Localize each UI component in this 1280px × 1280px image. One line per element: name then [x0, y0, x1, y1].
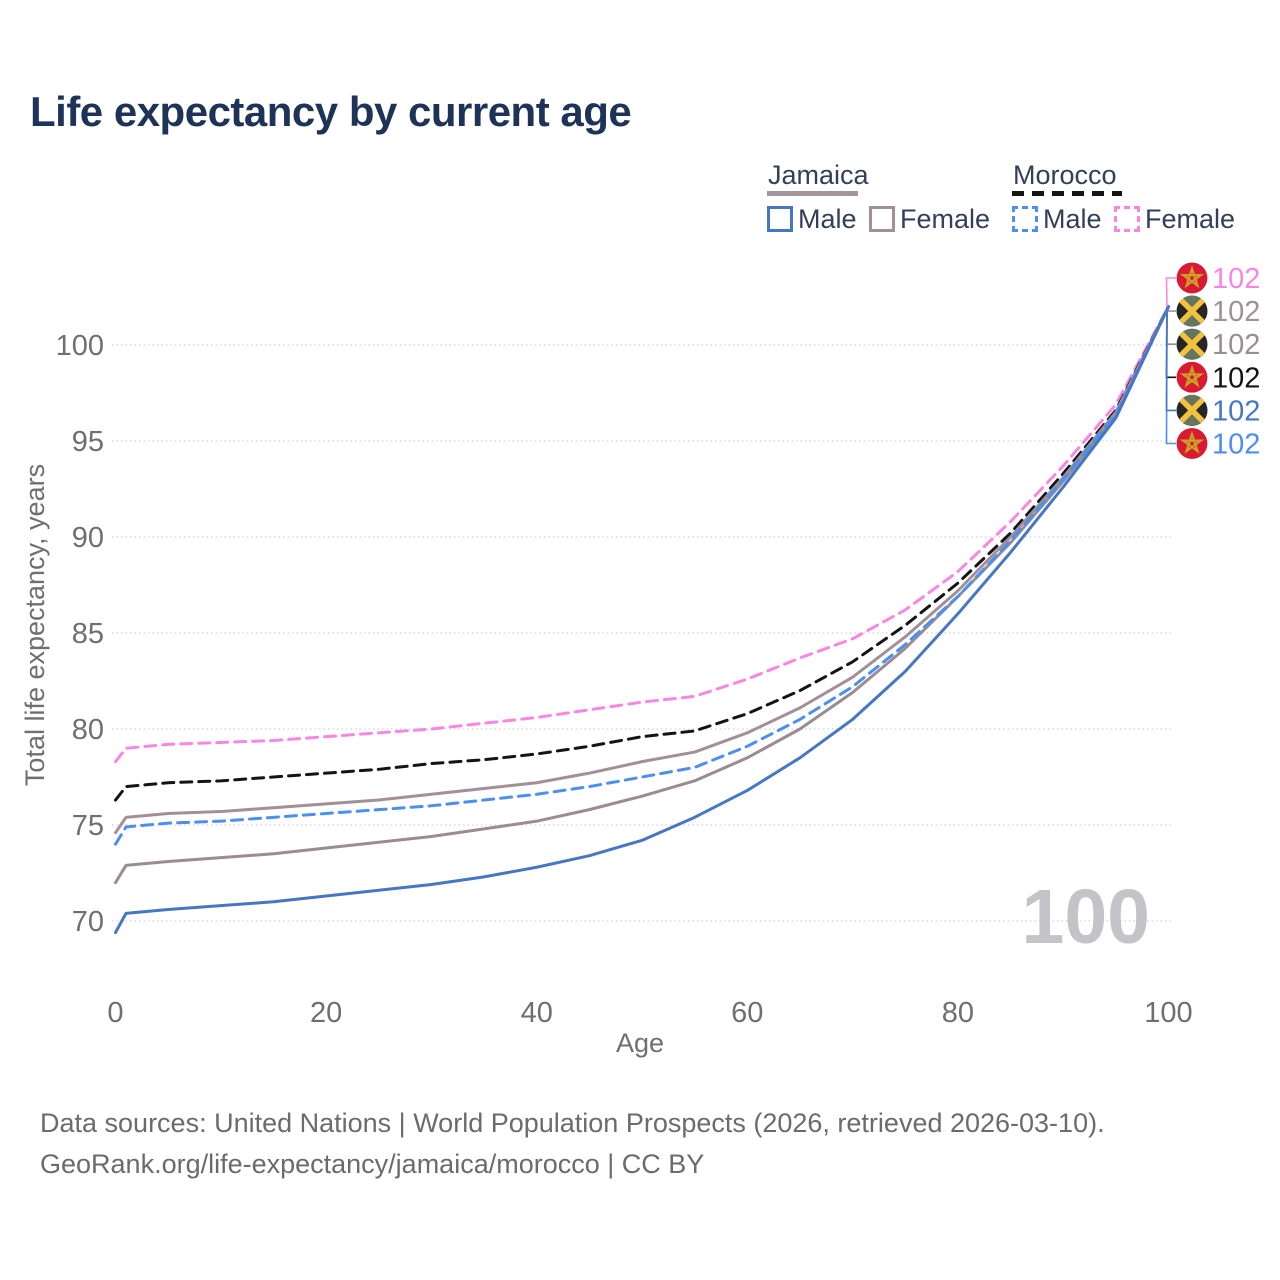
legend-swatch-jamaica-male[interactable] — [767, 206, 793, 232]
data-sources-note: Data sources: United Nations | World Pop… — [40, 1108, 1105, 1138]
flag-saltire-2 — [1176, 328, 1208, 360]
grid-layer — [112, 344, 1172, 922]
flag-saltire-2 — [1176, 295, 1208, 327]
flag-bg — [1176, 428, 1208, 459]
jamaica-flag-icon — [1176, 295, 1208, 327]
jamaica-flag-icon — [1176, 328, 1208, 360]
end-value-label-jamaica-both-sexes: 102 — [1212, 329, 1260, 361]
flag-top-triangle — [1176, 394, 1208, 411]
y-tick-label-85: 85 — [72, 618, 104, 650]
series-line-jamaica-male[interactable] — [114, 305, 1170, 935]
morocco-flag-icon — [1176, 428, 1208, 459]
end-value-label-morocco-male: 102 — [1212, 429, 1260, 461]
legend-underline-morocco — [1012, 191, 1122, 196]
end-value-label-morocco-female: 102 — [1212, 263, 1260, 295]
flag-top-triangle — [1176, 328, 1208, 345]
series-line-jamaica-both-sexes[interactable] — [114, 305, 1170, 885]
legend-underline-jamaica — [767, 191, 858, 196]
attribution-link[interactable]: GeoRank.org/life-expectancy/jamaica/moro… — [40, 1149, 705, 1179]
y-tick-label-90: 90 — [72, 522, 104, 554]
y-tick-label-95: 95 — [72, 426, 104, 458]
morocco-flag-icon — [1176, 361, 1208, 393]
series-line-morocco-male[interactable] — [114, 305, 1170, 846]
end-leader-morocco-female — [1165, 277, 1176, 307]
end-value-label-jamaica-male: 102 — [1212, 395, 1260, 427]
legend-label-jamaica-female[interactable]: Female — [900, 204, 991, 234]
flag-bg — [1176, 361, 1208, 393]
legend-swatch-morocco-female[interactable] — [1114, 206, 1140, 232]
series-line-morocco-female[interactable] — [114, 305, 1170, 764]
end-leader-jamaica-male — [1165, 306, 1176, 412]
y-tick-label-100: 100 — [56, 330, 104, 362]
x-tick-label-20: 20 — [310, 997, 342, 1029]
series-line-morocco-both-sexes[interactable] — [114, 305, 1170, 802]
flag-bottom-triangle — [1176, 344, 1208, 360]
x-tick-label-0: 0 — [107, 997, 123, 1029]
end-leader-morocco-both-sexes — [1165, 306, 1176, 379]
x-tick-label-80: 80 — [942, 997, 974, 1029]
flag-bg — [1176, 262, 1208, 294]
flag-pentagram — [1179, 265, 1205, 289]
x-tick-label-40: 40 — [521, 997, 553, 1029]
flag-bottom-triangle — [1176, 311, 1208, 327]
y-tick-label-80: 80 — [72, 714, 104, 746]
y-axis-title: Total life expectancy, years — [20, 464, 50, 786]
y-tick-label-70: 70 — [72, 906, 104, 938]
y-tick-label-75: 75 — [72, 810, 104, 842]
legend-country-jamaica[interactable]: Jamaica — [768, 160, 869, 190]
morocco-flag-icon — [1176, 262, 1208, 294]
flag-bottom-triangle — [1176, 410, 1208, 426]
flag-pentagram — [1179, 364, 1205, 388]
x-tick-label-100: 100 — [1144, 997, 1192, 1029]
page-title: Life expectancy by current age — [30, 88, 632, 135]
legend-label-morocco-female[interactable]: Female — [1145, 204, 1236, 234]
x-tick-label-60: 60 — [731, 997, 763, 1029]
series-layer — [114, 305, 1170, 935]
x-axis-title: Age — [616, 1028, 664, 1058]
legend-label-jamaica-male[interactable]: Male — [798, 204, 857, 234]
legend-label-morocco-male[interactable]: Male — [1043, 204, 1102, 234]
end-leader-jamaica-both-sexes — [1165, 306, 1176, 346]
age-watermark: 100 — [1022, 874, 1150, 960]
axis-layer: Age Total life expectancy, years 70 75 80 8… — [20, 330, 1193, 1058]
flag-pentagram — [1179, 430, 1205, 454]
flag-saltire-2 — [1176, 394, 1208, 426]
flag-top-triangle — [1176, 295, 1208, 312]
end-value-label-morocco-both-sexes: 102 — [1212, 362, 1260, 394]
series-line-jamaica-female[interactable] — [114, 305, 1170, 835]
end-leader-morocco-male — [1165, 306, 1176, 445]
jamaica-flag-icon — [1176, 394, 1208, 426]
legend-country-morocco[interactable]: Morocco — [1013, 160, 1117, 190]
end-value-label-jamaica-female: 102 — [1212, 296, 1260, 328]
legend-swatch-morocco-male[interactable] — [1012, 206, 1038, 232]
legend-swatch-jamaica-female[interactable] — [869, 206, 895, 232]
